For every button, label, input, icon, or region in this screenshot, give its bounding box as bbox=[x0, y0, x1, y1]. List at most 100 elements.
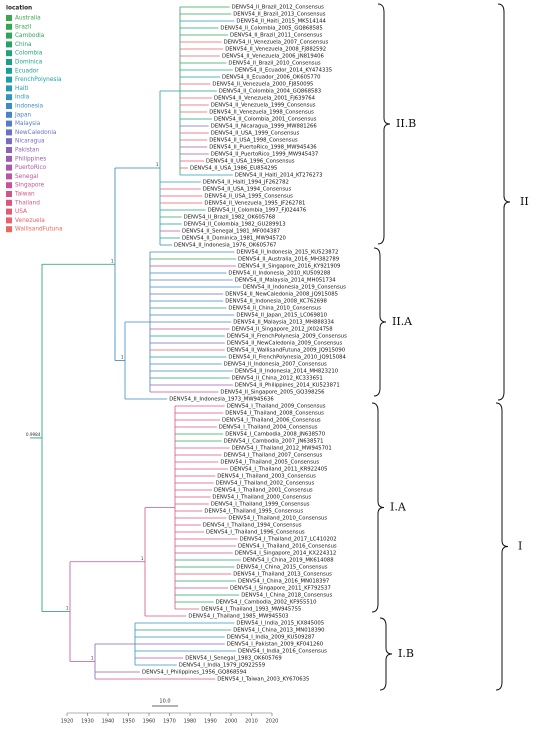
tip-label: DENV54_I_Thailand_2007_Consensus bbox=[224, 453, 323, 459]
tip-label: DENV54_II_Indonesia_2019_Consensus bbox=[243, 285, 346, 291]
legend-label: Brazil bbox=[15, 24, 32, 30]
tip-label: DENV54_II_Singapore_2012_JX024758 bbox=[232, 327, 334, 333]
legend-title: location bbox=[6, 6, 32, 12]
tip-label: DENV54_I_Thailand_1993_MW945755 bbox=[201, 607, 301, 613]
tip-label: DENV54_I_Cambodia_2007_JN638571 bbox=[224, 439, 324, 445]
legend-swatch bbox=[6, 41, 12, 48]
clade-brace bbox=[497, 3, 511, 401]
tip-label: DENV54_I_China_2016_MN018397 bbox=[238, 579, 329, 585]
tip-label: DENV54_II_Haiti_2014_KT276273 bbox=[235, 173, 323, 179]
tip-label: DENV54_II_Colombia_1982_GU289913 bbox=[184, 222, 286, 228]
tip-label: DENV54_I_Thailand_2017_LC410202 bbox=[240, 537, 337, 543]
tip-label: DENV54_II_Indonesia_2014_MH823210 bbox=[235, 369, 339, 375]
tip-label: DENV54_II_Venezuela_2000_FJ850095 bbox=[212, 82, 313, 88]
tip-label: DENV54_II_USA_1998_Consensus bbox=[209, 138, 298, 144]
tip-label: DENV54_II_Indonesia_2008_KC762698 bbox=[225, 299, 327, 305]
tip-label: DENV54_I_Pakistan_2009_KF041260 bbox=[227, 642, 324, 648]
tip-label: DENV54_I_Thailand_2006_Consensus bbox=[222, 418, 321, 424]
legend-swatch bbox=[6, 155, 12, 162]
clade-label: I bbox=[518, 540, 522, 553]
legend-swatch bbox=[6, 59, 12, 65]
clade-label: II.B bbox=[396, 117, 416, 130]
support-value: 1 bbox=[121, 355, 124, 360]
tip-label: DENV54_I_Thailand_2002_Consensus bbox=[216, 481, 315, 487]
tip-label: DENV54_I_China_2013_MN018390 bbox=[233, 628, 325, 634]
tip-label: DENV54_II_Philippines_2014_KU523871 bbox=[235, 383, 340, 389]
tip-label: DENV54_I_Thailand_2008_Consensus bbox=[225, 411, 324, 417]
legend-swatch bbox=[6, 94, 12, 101]
tip-label: DENV54_I_China_2018_Consensus bbox=[241, 593, 332, 599]
tip-label: DENV54_I_Thailand_2001_Consensus bbox=[214, 488, 313, 494]
legend-label: Dominica bbox=[15, 60, 43, 66]
tip-label: DENV54_I_Thailand_2005_Consensus bbox=[220, 460, 319, 466]
tip-label: DENV54_II_Brazil_2011_Consensus bbox=[230, 33, 323, 39]
support-value: 1 bbox=[156, 162, 159, 167]
axis-tick-label: 1930 bbox=[81, 719, 94, 725]
tip-label: DENV54_II_NewCaledonia_2009_Consensus bbox=[227, 341, 343, 347]
axis-tick-label: 1990 bbox=[204, 719, 217, 725]
tip-label: DENV54_I_Thailand_1999_Consensus bbox=[211, 502, 310, 508]
tip-label: DENV54_I_China_2015_Consensus bbox=[236, 565, 327, 571]
legend-label: Philippines bbox=[15, 156, 46, 162]
tip-label: DENV54_II_China_2010_Consensus bbox=[228, 306, 321, 312]
legend-label: Singapore bbox=[15, 183, 45, 189]
legend-swatch bbox=[6, 217, 12, 224]
legend-label: Haiti bbox=[15, 86, 29, 92]
legend-label: Indonesia bbox=[15, 104, 43, 110]
legend-swatch bbox=[6, 164, 12, 171]
legend-swatch bbox=[6, 103, 12, 109]
legend-swatch bbox=[6, 226, 12, 233]
legend-label: Cambodia bbox=[15, 33, 45, 39]
legend-label: WallisandFutuna bbox=[15, 227, 63, 233]
tip-label: DENV54_II_Nicaragua_1999_MW881266 bbox=[211, 124, 318, 130]
tip-label: DENV54_I_Philippines_1956_GQ868594 bbox=[142, 670, 247, 676]
tip-label: DENV54_II_FrenchPolynesia_2009_Consensus bbox=[227, 334, 347, 340]
legend-label: Venezuela bbox=[15, 218, 45, 224]
legend-swatch bbox=[6, 23, 12, 30]
tip-label: DENV54_II_Singapore_2005_GQ398256 bbox=[220, 390, 325, 396]
legend-swatch bbox=[6, 191, 12, 197]
tip-label: DENV54_I_India_2015_KX845005 bbox=[236, 621, 324, 627]
legend-label: Taiwan bbox=[14, 192, 35, 198]
legend-label: Malaysia bbox=[15, 121, 41, 127]
legend-label: Thailand bbox=[14, 200, 40, 206]
tip-label: DENV54_II_Colombia_2001_Consensus bbox=[214, 117, 317, 123]
tip-label: DENV54_I_Cambodia_2002_KF955510 bbox=[216, 600, 318, 606]
tip-label: DENV54_II_Venezuela_1999_Consensus bbox=[211, 103, 316, 109]
tip-label: DENV54_II_Malaysia_2014_MH051734 bbox=[235, 278, 336, 284]
legend-label: Colombia bbox=[15, 51, 43, 57]
legend-label: Australia bbox=[15, 16, 41, 22]
axis-tick-label: 2000 bbox=[225, 719, 238, 725]
tip-label: DENV54_I_Senegal_1983_OK605769 bbox=[185, 656, 282, 662]
support-value: 1 bbox=[111, 258, 114, 263]
tip-label: DENV54_II_Haiti_2015_MK514144 bbox=[236, 19, 326, 25]
clade-label: I.B bbox=[398, 647, 414, 660]
tip-label: DENV54_I_Thailand_2013_Consensus bbox=[233, 572, 332, 578]
tip-label: DENV54_II_Colombia_1997_FJ024476 bbox=[208, 208, 307, 214]
tip-label: DENV54_I_Singapore_2011_KF792537 bbox=[230, 586, 331, 592]
tip-label: DENV54_II_Venezuela_2006_JN819406 bbox=[222, 54, 325, 60]
legend-label: NewCaledonia bbox=[15, 130, 57, 136]
tip-label: DENV54_II_Brazil_2013_Consensus bbox=[233, 12, 326, 18]
tip-label: DENV54_I_Cambodia_2008_JN638570 bbox=[225, 432, 326, 438]
legend-swatch bbox=[6, 76, 12, 83]
tip-label: DENV54_I_Thailand_2009_Consensus bbox=[227, 404, 326, 410]
tip-label: DENV54_I_Thailand_1985_MW945503 bbox=[188, 614, 288, 620]
tip-label: DENV54_II_PuertoRico_1998_MW945436 bbox=[209, 145, 317, 151]
legend-label: FrenchPolynesia bbox=[15, 77, 62, 83]
scale-bar-label: 10.0 bbox=[159, 699, 170, 705]
clade-brace bbox=[373, 247, 387, 397]
tip-label: DENV54_I_Thailand_2016_Consensus bbox=[238, 544, 337, 550]
clade-brace bbox=[379, 617, 393, 691]
tip-label: DENV54_I_Singapore_2014_KX224312 bbox=[235, 551, 336, 557]
tip-label: DENV54_II_Haiti_1994_JF262782 bbox=[203, 180, 289, 186]
legend-swatch bbox=[6, 147, 12, 153]
tip-label: DENV54_II_Indonesia_2007_Consensus bbox=[224, 362, 327, 368]
axis-tick-label: 1970 bbox=[163, 719, 176, 725]
tip-label: DENV54_II_Venezuela_1995_JF262781 bbox=[204, 201, 305, 207]
tip-label: DENV54_II_Venezuela_2001_FJ639764 bbox=[214, 96, 316, 102]
tip-label: DENV54_II_Venezuela_1998_Consensus bbox=[209, 110, 314, 116]
legend-label: Senegal bbox=[15, 174, 39, 180]
tip-label: DENV54_I_Thailand_2000_Consensus bbox=[212, 495, 311, 501]
tip-label: DENV54_II_Malaysia_2013_MH888334 bbox=[233, 320, 334, 326]
